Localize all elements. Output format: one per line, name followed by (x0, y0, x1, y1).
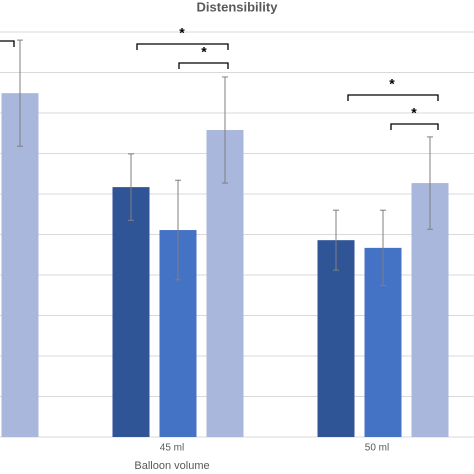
bar (1, 93, 39, 437)
error-bar (222, 76, 228, 184)
bar (317, 240, 355, 437)
error-bar (175, 179, 181, 281)
bar (112, 187, 150, 437)
x-tick-label: 50 ml (365, 443, 389, 454)
error-bar (128, 153, 134, 221)
bracket (136, 43, 229, 50)
bracket (390, 123, 439, 130)
error-bar (427, 136, 433, 230)
bracket (178, 62, 229, 69)
chart-title: Distensibility (197, 0, 279, 14)
bracket (0, 40, 15, 47)
error-bar (380, 209, 386, 287)
x-tick-label: 45 ml (160, 443, 184, 454)
significance-star: * (201, 44, 207, 60)
significance-star: * (179, 25, 185, 41)
error-bar (333, 209, 339, 271)
significance-star: * (411, 105, 417, 121)
significance-brackets: * * * * (0, 25, 439, 130)
bracket (347, 94, 439, 101)
significance-star: * (389, 76, 395, 92)
x-axis-label: Balloon volume (134, 460, 209, 472)
bars (1, 39, 449, 437)
error-bar (17, 39, 23, 147)
